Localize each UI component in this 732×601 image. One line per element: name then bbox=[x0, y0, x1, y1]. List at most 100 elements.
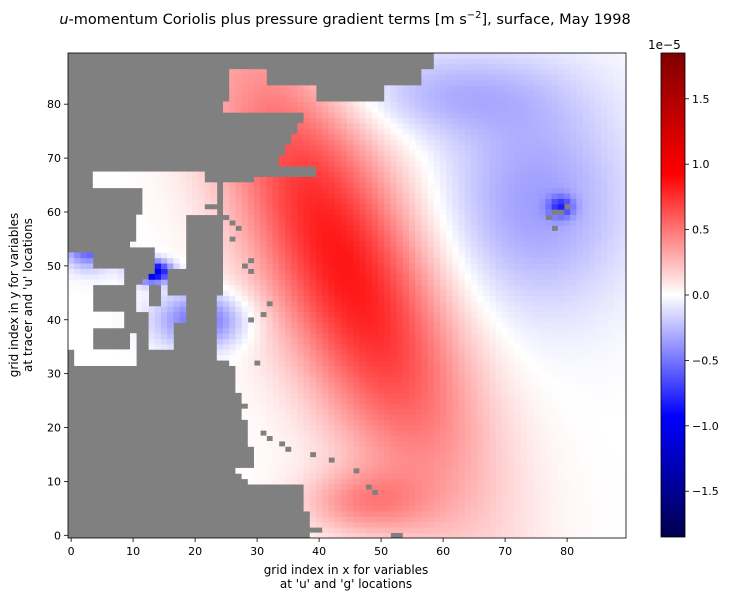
heatmap-cell bbox=[80, 290, 87, 296]
heatmap-cell bbox=[526, 214, 534, 221]
heatmap-cell bbox=[384, 150, 391, 156]
heatmap-cell bbox=[427, 489, 435, 496]
heatmap-cell bbox=[539, 511, 546, 517]
heatmap-cell bbox=[483, 516, 490, 523]
heatmap-cell bbox=[526, 220, 534, 226]
heatmap-cell bbox=[483, 408, 490, 415]
heatmap-cell bbox=[390, 230, 397, 237]
heatmap-cell bbox=[588, 408, 596, 415]
heatmap-cell bbox=[117, 360, 125, 366]
heatmap-cell bbox=[402, 467, 410, 474]
heatmap-cell bbox=[347, 344, 354, 350]
heatmap-cell bbox=[495, 300, 503, 307]
heatmap-cell bbox=[384, 516, 391, 523]
heatmap-cell bbox=[446, 311, 453, 318]
heatmap-cell bbox=[502, 273, 509, 280]
heatmap-cell bbox=[508, 198, 515, 205]
heatmap-cell bbox=[309, 150, 317, 156]
heatmap-cell bbox=[334, 295, 342, 302]
heatmap-cell bbox=[316, 230, 323, 237]
heatmap-cell bbox=[421, 193, 428, 199]
heatmap-cell bbox=[266, 230, 273, 237]
heatmap-cell bbox=[260, 263, 267, 269]
heatmap-cell bbox=[167, 247, 174, 253]
heatmap-cell bbox=[433, 376, 441, 383]
heatmap-cell bbox=[508, 457, 515, 463]
heatmap-cell bbox=[68, 295, 75, 302]
heatmap-cell bbox=[446, 187, 453, 194]
heatmap-cell bbox=[588, 257, 596, 264]
heatmap-cell bbox=[576, 263, 583, 269]
heatmap-cell bbox=[340, 176, 348, 183]
heatmap-cell bbox=[557, 257, 565, 264]
heatmap-cell bbox=[514, 252, 521, 259]
heatmap-cell bbox=[489, 236, 497, 243]
heatmap-cell bbox=[539, 317, 546, 323]
heatmap-cell bbox=[322, 451, 329, 458]
heatmap-cell bbox=[353, 494, 360, 501]
heatmap-cell bbox=[260, 446, 267, 453]
heatmap-cell bbox=[409, 214, 416, 221]
heatmap-cell bbox=[570, 344, 577, 350]
heatmap-cell bbox=[613, 494, 621, 501]
heatmap-cell bbox=[595, 333, 602, 340]
heatmap-cell bbox=[607, 338, 614, 345]
heatmap-cell bbox=[415, 300, 422, 307]
heatmap-cell bbox=[421, 403, 428, 410]
heatmap-cell bbox=[613, 403, 621, 410]
heatmap-cell bbox=[582, 268, 590, 275]
heatmap-cell bbox=[266, 451, 273, 458]
heatmap-cell bbox=[285, 435, 292, 442]
heatmap-cell bbox=[359, 176, 366, 183]
heatmap-cell bbox=[359, 171, 366, 178]
heatmap-cell bbox=[502, 263, 509, 269]
heatmap-cell bbox=[409, 268, 416, 275]
heatmap-cell bbox=[582, 247, 590, 253]
heatmap-cell bbox=[378, 473, 385, 480]
heatmap-cell bbox=[359, 435, 366, 442]
heatmap-cell bbox=[564, 505, 571, 512]
heatmap-cell bbox=[477, 467, 484, 474]
heatmap-cell bbox=[235, 268, 242, 275]
heatmap-cell bbox=[601, 322, 608, 329]
heatmap-cell bbox=[502, 457, 509, 463]
heatmap-cell bbox=[384, 430, 391, 437]
heatmap-cell bbox=[80, 273, 87, 280]
heatmap-cell bbox=[285, 322, 292, 329]
heatmap-cell bbox=[297, 176, 304, 183]
heatmap-cell bbox=[471, 268, 478, 275]
heatmap-cell bbox=[247, 354, 255, 361]
heatmap-cell bbox=[390, 511, 397, 517]
heatmap-cell bbox=[353, 166, 360, 172]
heatmap-cell bbox=[539, 306, 546, 313]
heatmap-cell bbox=[520, 322, 528, 329]
heatmap-cell bbox=[495, 230, 503, 237]
heatmap-cell bbox=[371, 349, 379, 356]
heatmap-cell bbox=[452, 284, 459, 291]
heatmap-cell bbox=[440, 133, 447, 140]
heatmap-cell bbox=[378, 435, 385, 442]
heatmap-cell bbox=[347, 370, 354, 377]
heatmap-cell bbox=[564, 462, 571, 469]
heatmap-cell bbox=[464, 295, 472, 302]
heatmap-cell bbox=[545, 424, 552, 431]
heatmap-cell bbox=[142, 241, 149, 248]
heatmap-cell bbox=[595, 139, 602, 146]
heatmap-cell bbox=[458, 527, 466, 534]
heatmap-cell bbox=[588, 171, 596, 178]
heatmap-cell bbox=[322, 155, 329, 162]
heatmap-cell bbox=[427, 457, 435, 463]
heatmap-cell bbox=[322, 370, 329, 377]
heatmap-cell bbox=[260, 370, 267, 377]
heatmap-cell bbox=[533, 284, 540, 291]
heatmap-cell bbox=[328, 446, 335, 453]
heatmap-cell bbox=[570, 430, 577, 437]
heatmap-cell bbox=[619, 182, 627, 189]
heatmap-cell bbox=[557, 419, 565, 426]
heatmap-cell bbox=[495, 441, 503, 447]
heatmap-cell bbox=[402, 344, 410, 350]
heatmap-cell bbox=[223, 230, 230, 237]
heatmap-cell bbox=[539, 263, 546, 269]
heatmap-cell bbox=[68, 317, 75, 323]
heatmap-cell bbox=[68, 306, 75, 313]
